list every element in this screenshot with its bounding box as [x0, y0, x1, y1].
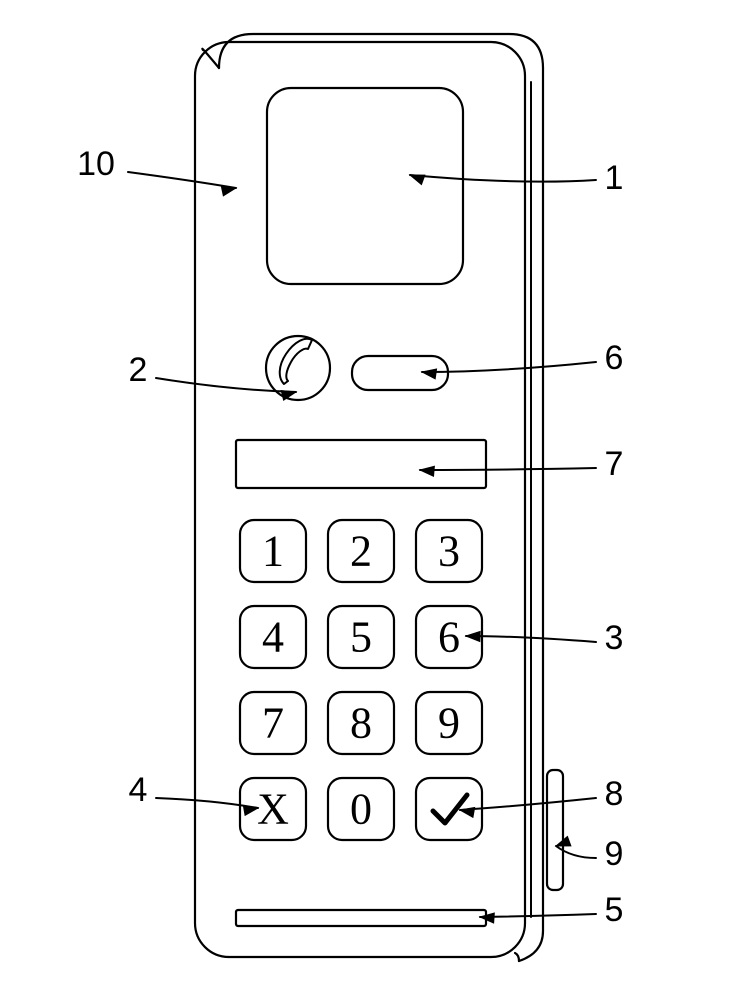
callout-number: 3	[605, 619, 624, 657]
key-label: 8	[350, 699, 372, 748]
key-0[interactable]: 0	[328, 778, 394, 840]
key-5[interactable]: 5	[328, 606, 394, 668]
callout-number: 4	[129, 771, 148, 809]
callout-8: 8	[460, 775, 623, 817]
key-label: 3	[438, 527, 460, 576]
key-label: 7	[262, 699, 284, 748]
device-body	[195, 34, 563, 961]
strip-display	[236, 440, 486, 488]
key-9[interactable]: 9	[416, 692, 482, 754]
key-2[interactable]: 2	[328, 520, 394, 582]
key-label: 2	[350, 527, 372, 576]
key-label: 9	[438, 699, 460, 748]
callout-6: 6	[422, 339, 623, 379]
callout-number: 1	[605, 159, 624, 197]
callout-10: 10	[77, 145, 236, 196]
callout-5: 5	[480, 891, 623, 929]
key-label: 0	[350, 785, 372, 834]
callout-3: 3	[466, 619, 623, 657]
phone-handset-icon	[280, 339, 312, 384]
bottom-slot	[236, 910, 486, 926]
callout-number: 5	[605, 891, 624, 929]
side-tab	[547, 770, 563, 890]
callout-4: 4	[129, 771, 258, 815]
callout-2: 2	[129, 351, 296, 400]
key-3[interactable]: 3	[416, 520, 482, 582]
key-4[interactable]: 4	[240, 606, 306, 668]
key-label: 4	[262, 613, 284, 662]
callout-1: 1	[410, 159, 623, 197]
key-label: 1	[262, 527, 284, 576]
key-7[interactable]: 7	[240, 692, 306, 754]
key-label: 5	[350, 613, 372, 662]
key-1[interactable]: 1	[240, 520, 306, 582]
callout-number: 10	[77, 145, 115, 183]
key-label: X	[257, 785, 289, 834]
keypad: 1 2 3 4 5 6 7 8 9 X 0	[240, 520, 482, 840]
callout-number: 7	[605, 445, 624, 483]
callout-number: 2	[129, 351, 148, 389]
callout-9: 9	[556, 835, 623, 873]
callout-number: 8	[605, 775, 624, 813]
callout-number: 6	[605, 339, 624, 377]
screen	[267, 88, 463, 284]
callout-7: 7	[420, 445, 623, 483]
callout-number: 9	[605, 835, 624, 873]
key-label: 6	[438, 613, 460, 662]
key-8[interactable]: 8	[328, 692, 394, 754]
